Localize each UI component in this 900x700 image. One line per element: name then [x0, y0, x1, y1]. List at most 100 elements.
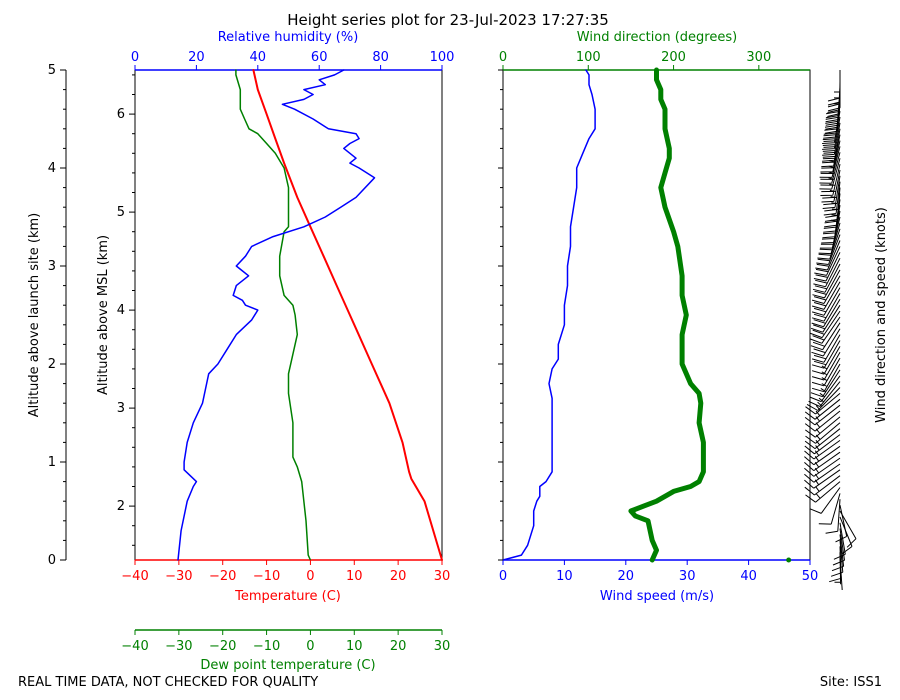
wind-barb [822, 122, 841, 156]
wind-barb [819, 158, 841, 190]
wind-barb [824, 99, 841, 134]
site-label: Site: ISS1 [820, 675, 882, 690]
dewpoint-tick-label: 10 [346, 639, 363, 654]
temperature-tick-label: 20 [390, 569, 407, 584]
wind-direction-line [628, 67, 706, 563]
msl-tick-label: 3 [117, 401, 125, 416]
wind-barb [812, 269, 841, 299]
wind-barb [812, 263, 841, 293]
wind-barb [811, 287, 841, 316]
dewpoint-tick-label: −40 [121, 639, 148, 654]
msl-tick-label: 2 [117, 499, 125, 514]
temperature-tick-label: 10 [346, 569, 363, 584]
msl-altitude-axis: 2 3 4 5 6 Altitude above MSL (km) [96, 74, 135, 546]
wind-barb [811, 334, 841, 363]
wind-barb [822, 175, 841, 209]
wind-speed-tick-label: 20 [618, 569, 635, 584]
temperature-tick-label: −20 [209, 569, 236, 584]
wind-barb [811, 299, 841, 328]
wind-barb [810, 316, 841, 344]
launch-altitude-label: Altitude above launch site (km) [27, 213, 42, 417]
wind-barb [809, 375, 841, 403]
wind-barb [819, 146, 841, 178]
chart-title: Height series plot for 23-Jul-2023 17:27… [287, 11, 609, 29]
wind-speed-tick-label: 10 [556, 569, 573, 584]
humidity-axis-label: Relative humidity (%) [218, 30, 359, 45]
launch-tick-label: 2 [48, 357, 56, 372]
wind-barb [818, 493, 841, 525]
wind-barb [820, 140, 841, 173]
wind-barb [808, 381, 841, 407]
wind-barb [811, 281, 841, 310]
wind-barb [804, 475, 841, 496]
temperature-tick-label: 0 [306, 569, 314, 584]
launch-tick-label: 4 [48, 161, 56, 176]
wind-barb [813, 252, 841, 282]
launch-altitude-axis: 0 1 2 3 4 5 Altitude above launch site (km) [27, 63, 67, 568]
wind-barb [822, 116, 841, 150]
msl-tick-label: 6 [117, 107, 125, 122]
wind-barb [804, 428, 841, 449]
wind-speed-tick-label: 40 [740, 569, 757, 584]
wind-speed-tick-label: 50 [802, 569, 819, 584]
humidity-tick-label: 100 [430, 50, 455, 65]
wind-barb [804, 398, 841, 420]
temperature-tick-label: −10 [253, 569, 280, 584]
dewpoint-tick-label: −10 [253, 639, 280, 654]
wind-speed-line [502, 69, 596, 561]
wind-barb [811, 328, 841, 357]
temperature-line [252, 69, 443, 561]
wind-barb [811, 293, 841, 322]
wind-barb [810, 310, 841, 339]
wind-barb [820, 163, 841, 196]
dewpoint-line [235, 69, 312, 561]
humidity-tick-label: 40 [250, 50, 267, 65]
wind-direction-tick-label: 0 [499, 50, 507, 65]
humidity-tick-label: 60 [311, 50, 328, 65]
humidity-tick-label: 20 [188, 50, 205, 65]
wind-barb [804, 404, 841, 426]
wind-barb [804, 434, 841, 455]
wind-barb [835, 504, 848, 543]
wind-speed-axis-label: Wind speed (m/s) [600, 589, 714, 604]
wind-barb [821, 169, 841, 203]
thermo-panel: 0 20 40 60 80 100 −40 −30 −20 −10 0 10 20 30 Relativ… [121, 30, 454, 604]
wind-barb [813, 257, 841, 288]
wind-speed-tick-label: 0 [499, 569, 507, 584]
launch-tick-label: 5 [48, 63, 56, 78]
temperature-tick-label: 30 [434, 569, 451, 584]
msl-altitude-label: Altitude above MSL (km) [96, 235, 111, 395]
msl-tick-label: 5 [117, 205, 125, 220]
wind-direction-tick-label: 100 [576, 50, 601, 65]
dewpoint-tick-label: 30 [434, 639, 451, 654]
wind-barb [816, 234, 841, 265]
wind-barb [815, 240, 841, 271]
wind-barb [821, 134, 841, 168]
wind-panel: 0 10 20 30 40 50 0 100 200 300 Wind direction (d… [498, 30, 818, 604]
wind-barb [824, 187, 841, 222]
temperature-tick-label: −30 [165, 569, 192, 584]
quality-note: REAL TIME DATA, NOT CHECKED FOR QUALITY [18, 675, 318, 690]
dewpoint-axis-label: Dew point temperature (C) [200, 658, 375, 673]
wind-barb [825, 499, 841, 534]
launch-tick-label: 0 [48, 553, 56, 568]
wind-barb [805, 481, 841, 503]
wind-direction-tick-label: 300 [746, 50, 771, 65]
temperature-axis-label: Temperature (C) [234, 589, 341, 604]
dewpoint-tick-label: 20 [390, 639, 407, 654]
wind-barb [814, 246, 841, 276]
dewpoint-tick-label: −20 [209, 639, 236, 654]
humidity-line [177, 69, 376, 561]
humidity-tick-label: 0 [131, 50, 139, 65]
launch-tick-label: 3 [48, 259, 56, 274]
wind-barb [810, 369, 841, 398]
wind-speed-tick-label: 30 [679, 569, 696, 584]
launch-tick-label: 1 [48, 455, 56, 470]
wind-barb [810, 304, 841, 333]
barbs-label: Wind direction and speed (knots) [874, 207, 889, 423]
wind-direction-point [786, 557, 792, 563]
msl-tick-label: 4 [117, 303, 125, 318]
wind-barb [809, 487, 841, 514]
dewpoint-tick-label: −30 [165, 639, 192, 654]
